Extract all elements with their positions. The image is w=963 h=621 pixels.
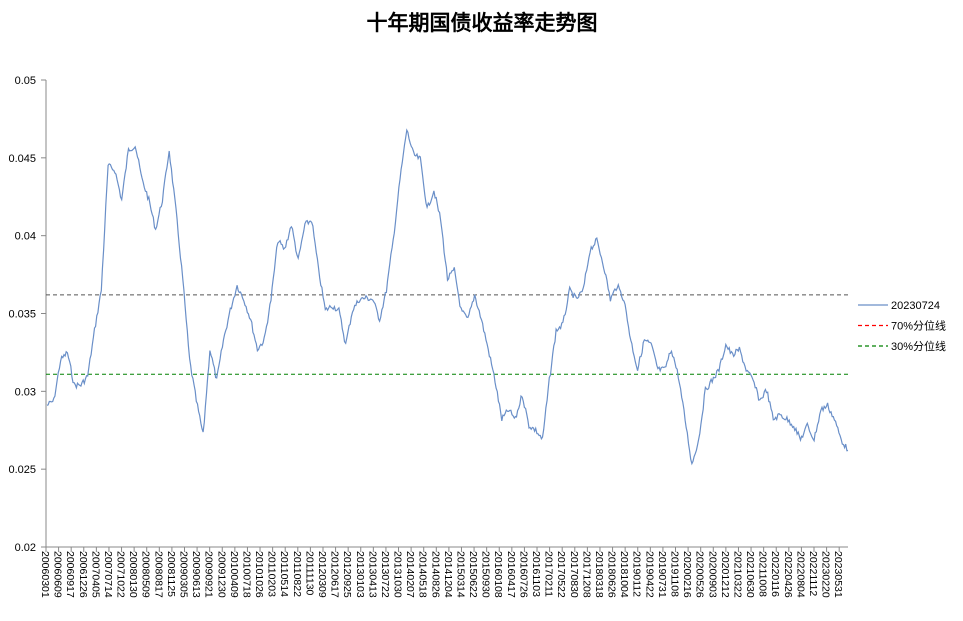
x-tick-label: 20100409 xyxy=(228,551,240,598)
x-tick-label: 20220804 xyxy=(794,551,806,598)
x-tick-label: 20110203 xyxy=(266,551,278,597)
x-tick-label: 20130722 xyxy=(379,551,391,598)
x-tick-label: 20230220 xyxy=(820,551,832,598)
x-tick-label: 20221112 xyxy=(807,551,819,596)
x-tick-label: 20130413 xyxy=(366,551,378,598)
y-tick-label: 0.04 xyxy=(15,231,36,243)
x-tick-label: 20100718 xyxy=(240,551,252,598)
x-tick-label: 20120925 xyxy=(341,551,353,598)
y-tick-label: 0.035 xyxy=(8,309,36,321)
x-tick-label: 20171208 xyxy=(580,551,592,598)
x-tick-label: 20111130 xyxy=(303,551,315,596)
y-tick-label: 0.045 xyxy=(8,153,36,165)
x-tick-label: 20110822 xyxy=(291,551,303,597)
x-tick-label: 20061226 xyxy=(77,551,89,598)
legend-label: 30%分位线 xyxy=(891,339,946,353)
x-tick-label: 20190422 xyxy=(643,551,655,598)
x-tick-label: 20070714 xyxy=(102,551,114,598)
x-tick-label: 20170830 xyxy=(568,551,580,598)
x-tick-label: 20130103 xyxy=(354,551,366,598)
x-tick-label: 20091230 xyxy=(215,551,227,598)
x-tick-label: 20060301 xyxy=(39,551,51,598)
x-tick-label: 20081125 xyxy=(165,551,177,597)
x-tick-label: 20190112 xyxy=(631,551,643,597)
plot-area xyxy=(46,128,849,466)
x-tick-label: 20230531 xyxy=(832,551,844,598)
legend-item-yield: 20230724 xyxy=(858,300,940,312)
y-tick-label: 0.025 xyxy=(8,464,36,476)
legend-label: 70%分位线 xyxy=(891,319,946,333)
x-tick-label: 20211008 xyxy=(757,551,769,597)
x-tick-label: 20141204 xyxy=(442,551,454,598)
x-tick-label: 20150314 xyxy=(454,551,466,598)
x-tick-label: 20200216 xyxy=(681,551,693,598)
x-tick-label: 20200526 xyxy=(694,551,706,598)
x-tick-label: 20200903 xyxy=(706,551,718,598)
x-tick-label: 20210630 xyxy=(744,551,756,598)
x-tick-label: 20140207 xyxy=(404,551,416,598)
x-tick-label: 20180626 xyxy=(606,551,618,598)
x-tick-label: 20071022 xyxy=(115,551,127,598)
x-tick-label: 20161103 xyxy=(530,551,542,597)
x-tick-label: 20150622 xyxy=(467,551,479,598)
x-tick-label: 20181004 xyxy=(618,551,630,598)
reference-lines xyxy=(46,294,848,375)
x-tick-label: 20190731 xyxy=(656,551,668,598)
x-tick-label: 20080817 xyxy=(152,551,164,598)
x-tick-label: 20170211 xyxy=(543,551,555,597)
x-tick-label: 20120617 xyxy=(329,551,341,598)
x-tick-label: 20090613 xyxy=(190,551,202,598)
y-tick-label: 0.03 xyxy=(15,386,36,398)
x-tick-label: 20120309 xyxy=(316,551,328,598)
x-tick-label: 20160108 xyxy=(492,551,504,598)
x-tick-label: 20131030 xyxy=(392,551,404,598)
x-tick-label: 20210322 xyxy=(731,551,743,598)
legend-item-30pct: 30%分位线 xyxy=(858,339,946,353)
x-tick-label: 20080509 xyxy=(140,551,152,598)
x-tick-label: 20101026 xyxy=(253,551,265,598)
x-tick-label: 20090921 xyxy=(203,551,215,598)
x-tick-label: 20140826 xyxy=(429,551,441,598)
legend: 20230724 70%分位线 30%分位线 xyxy=(858,300,946,353)
x-tick-label: 20160417 xyxy=(505,551,517,598)
x-tick-label: 20110514 xyxy=(278,551,290,597)
chart-title: 十年期国债收益率走势图 xyxy=(367,10,598,35)
x-tick-label: 20080130 xyxy=(127,551,139,598)
x-tick-label: 20191108 xyxy=(669,551,681,597)
y-tick-label: 0.02 xyxy=(15,542,36,554)
x-tick-label: 20090305 xyxy=(177,551,189,598)
y-tick-label: 0.05 xyxy=(15,75,36,87)
x-tick-label: 20060917 xyxy=(64,551,76,598)
legend-label: 20230724 xyxy=(891,300,940,312)
x-tick-label: 20170522 xyxy=(555,551,567,598)
legend-item-70pct: 70%分位线 xyxy=(858,319,946,333)
x-tick-label: 20220426 xyxy=(782,551,794,598)
yield-series-line xyxy=(46,128,849,466)
x-tick-label: 20060609 xyxy=(52,551,64,598)
x-tick-label: 20160726 xyxy=(517,551,529,598)
x-tick-label: 20140518 xyxy=(417,551,429,598)
x-tick-label: 20070405 xyxy=(89,551,101,598)
x-tick-label: 20220116 xyxy=(769,551,781,597)
x-tick-label: 20150930 xyxy=(480,551,492,598)
x-tick-label: 20180318 xyxy=(593,551,605,598)
x-tick-label: 20201212 xyxy=(719,551,731,598)
